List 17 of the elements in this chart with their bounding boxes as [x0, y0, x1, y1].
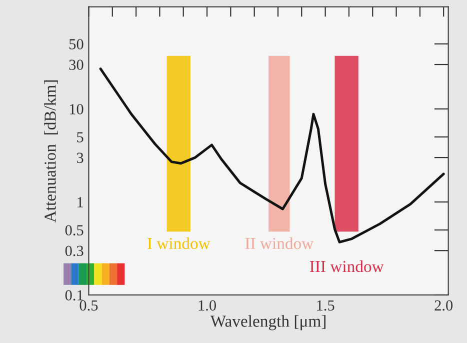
- y-axis-title: Attenuation [dB/km]: [44, 80, 58, 223]
- y-tick-label: 50: [69, 39, 84, 50]
- y-tick-label: 1: [78, 197, 83, 208]
- band-label: II window: [245, 237, 314, 250]
- x-tick-label: 2.0: [434, 300, 453, 311]
- y-tick-label: 0.5: [65, 225, 84, 236]
- y-tick-label: 30: [69, 60, 84, 70]
- y-tick-label: 0.3: [65, 246, 84, 256]
- band-label: I window: [148, 237, 210, 250]
- x-tick-label: 1.0: [198, 300, 216, 311]
- y-tick-label: 5: [77, 132, 84, 142]
- y-tick-label: 10: [70, 104, 84, 114]
- band-label: III window: [310, 260, 384, 272]
- x-axis-title: Wavelength [μm]: [210, 315, 326, 330]
- y-tick-label: 0.1: [65, 290, 83, 300]
- y-tick-label: 3: [76, 152, 84, 164]
- x-tick-label: 1.5: [317, 300, 334, 311]
